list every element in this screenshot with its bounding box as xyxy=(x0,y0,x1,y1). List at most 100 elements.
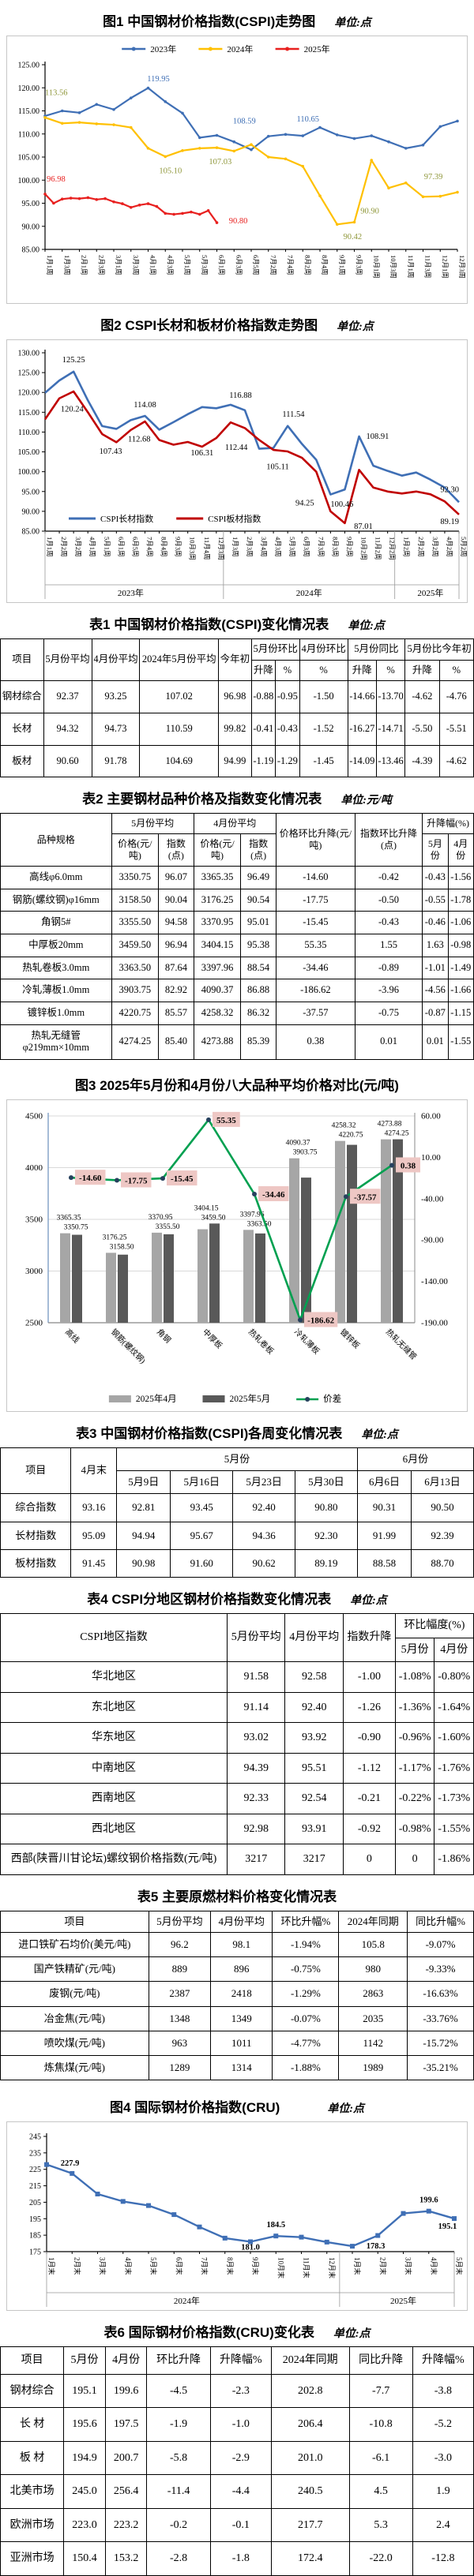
data-point-marker xyxy=(198,136,201,140)
table-cell: -4.62 xyxy=(438,744,474,778)
data-callout-label: 89.19 xyxy=(440,518,459,526)
data-callout-label: 90.80 xyxy=(229,217,248,226)
diff-label-box xyxy=(75,1169,106,1185)
table-cell: -1.60% xyxy=(434,1722,474,1754)
data-callout-label: 227.9 xyxy=(61,2159,80,2168)
table-cell: 88.58 xyxy=(356,1548,412,1578)
table-cell: 55.35 xyxy=(275,934,356,957)
data-point-marker xyxy=(301,134,305,137)
table-row: 欧洲市场 223.0 223.2 -0.2 -0.1 217.7 5.3 2.4 xyxy=(0,2507,474,2543)
bar-april xyxy=(106,1252,116,1323)
diff-point-marker xyxy=(206,1117,211,1122)
table-cell: 95.38 xyxy=(240,934,276,957)
table-cell: 90.54 xyxy=(240,888,276,912)
x-axis-label: 9月1周 xyxy=(338,255,346,275)
table-row: 冶金焦(元/吨) 1348 1349 -0.07% 2035 -33.76% xyxy=(0,2005,474,2031)
table-cell: -9.07% xyxy=(407,1931,474,1958)
table-cell: -1.66 xyxy=(447,979,474,1002)
y-axis-label: 125.00 xyxy=(18,62,40,70)
data-point-marker xyxy=(164,155,167,159)
data-point-marker xyxy=(146,147,150,150)
weekly-change-table: 项目 4月末 5月份 6月份 5月9日 5月16日 5月23日 5月30日 6月6日 6月13日综… xyxy=(0,1447,474,1578)
header-cell: 5月份平均 xyxy=(111,813,194,835)
data-callout-label: 107.03 xyxy=(209,158,231,167)
table-cell: -1.29 xyxy=(275,744,300,778)
table-body: 钢材综合 195.1 199.6 -4.5 -2.3 202.8 -7.7 -3.8 长 材 19… xyxy=(0,2373,474,2576)
fig2-title: 图2 CSPI长材和板材价格指数走势图 xyxy=(100,318,318,333)
t6-unit: 单位:点 xyxy=(333,2328,371,2341)
x-axis-label: 1月3周 xyxy=(231,537,239,557)
table-cell: -1.50 xyxy=(299,680,348,713)
t5-title: 表5 主要原燃材料价格变化情况表 xyxy=(137,1889,337,1904)
cspi-trend-chart: 85.00 90.00 95.00 100.00 105.00 110.00 115.00 1… xyxy=(6,36,468,304)
table-cell: -1.00 xyxy=(342,1661,396,1693)
table-cell: 85.39 xyxy=(240,1024,276,1060)
data-callout-label: 92.30 xyxy=(440,485,459,494)
row-label: 中厚板20mm xyxy=(0,934,112,957)
left-axis-label: 2500 xyxy=(25,1318,43,1327)
header-cell: 价格(元/吨) xyxy=(111,833,160,867)
row-label: 镀锌板1.0mm xyxy=(0,1001,112,1025)
table-cell: 200.7 xyxy=(104,2440,148,2476)
y-axis-label: 105.00 xyxy=(18,448,40,457)
data-point-marker xyxy=(404,181,408,185)
table-cell: -0.95 xyxy=(275,680,300,713)
t6-title: 表6 国际钢材价格指数(CRU)变化表 xyxy=(103,2325,314,2341)
table-cell: 90.60 xyxy=(43,744,92,778)
table-cell: 202.8 xyxy=(270,2373,350,2409)
header-cell: 升降幅% xyxy=(412,2346,474,2375)
bar-april xyxy=(60,1233,70,1323)
y-axis-label: 225 xyxy=(29,2166,41,2174)
table-cell: 86.32 xyxy=(240,1001,276,1025)
data-point-marker xyxy=(86,196,90,200)
legend-marker xyxy=(208,47,213,51)
table-cell: 4090.37 xyxy=(193,979,242,1002)
t3-unit: 单位:点 xyxy=(361,1428,398,1441)
header-row: 项目 5月份 4月份 环比升降 升降幅% 2024年同期 同比升降 升降幅% xyxy=(0,2346,474,2375)
table-cell: 92.58 xyxy=(284,1661,344,1693)
table-cell: -1.88% xyxy=(272,2054,340,2081)
data-point-marker xyxy=(318,194,322,197)
table-cell: 3363.50 xyxy=(111,956,160,980)
table-cell: 2035 xyxy=(338,2005,408,2031)
table-cell: 4274.25 xyxy=(111,1024,160,1060)
data-callout-label: 112.68 xyxy=(128,435,151,444)
table-cell: 94.39 xyxy=(226,1752,286,1784)
row-label: 板材指数 xyxy=(0,1548,72,1578)
table-cell: 195.1 xyxy=(63,2373,106,2409)
fig1-title-row: 图1 中国钢材价格指数(CSPI)走势图 单位:点 xyxy=(0,10,474,30)
table-cell: 82.92 xyxy=(158,979,194,1002)
table-cell: 201.0 xyxy=(270,2440,350,2476)
row-label: 热轧卷板3.0mm xyxy=(0,956,112,980)
diff-label-box xyxy=(167,1170,198,1185)
table-cell: 197.5 xyxy=(104,2407,148,2442)
table-cell: -13.46 xyxy=(375,744,406,778)
data-point-marker xyxy=(95,103,99,107)
header-cell: 5月23日 xyxy=(232,1470,296,1495)
table-body: 钢材综合 92.37 93.25 107.02 96.98 -0.88 -0.95 -1.50… xyxy=(0,680,474,778)
table-cell: -1.26 xyxy=(342,1691,396,1723)
header-cell: 6月份 xyxy=(356,1447,474,1472)
x-axis-label: 5月3周 xyxy=(288,537,296,557)
table-cell: -0.43 xyxy=(354,911,423,934)
table-cell: 86.88 xyxy=(240,979,276,1002)
data-point-marker xyxy=(146,2203,151,2208)
x-axis-label: 9月末 xyxy=(251,2257,260,2275)
table-cell: 3404.15 xyxy=(193,934,242,957)
table-cell: 0 xyxy=(342,1844,396,1875)
data-point-marker xyxy=(284,133,288,137)
table-cell: -16.63% xyxy=(407,1981,474,2007)
table-cell: 5.3 xyxy=(348,2507,413,2543)
table-cell: 1989 xyxy=(338,2054,408,2081)
bar-value-label: 4273.88 xyxy=(378,1120,402,1128)
bar-may xyxy=(118,1254,128,1323)
table-header: CSPI地区指数 5月份平均 4月份平均 指数升降 环比幅度(%) 5月份 4月份 xyxy=(0,1613,474,1662)
legend-swatch xyxy=(108,1395,131,1402)
y-axis-label: 85.00 xyxy=(22,246,40,255)
table-cell: -1.19 xyxy=(250,744,276,778)
table-cell: 245.0 xyxy=(63,2474,106,2509)
table-cell: -17.75 xyxy=(275,888,356,912)
header-cell: 5月16日 xyxy=(170,1470,234,1495)
table-cell: -33.76% xyxy=(407,2005,474,2031)
y-axis-label: 110.00 xyxy=(18,429,40,437)
